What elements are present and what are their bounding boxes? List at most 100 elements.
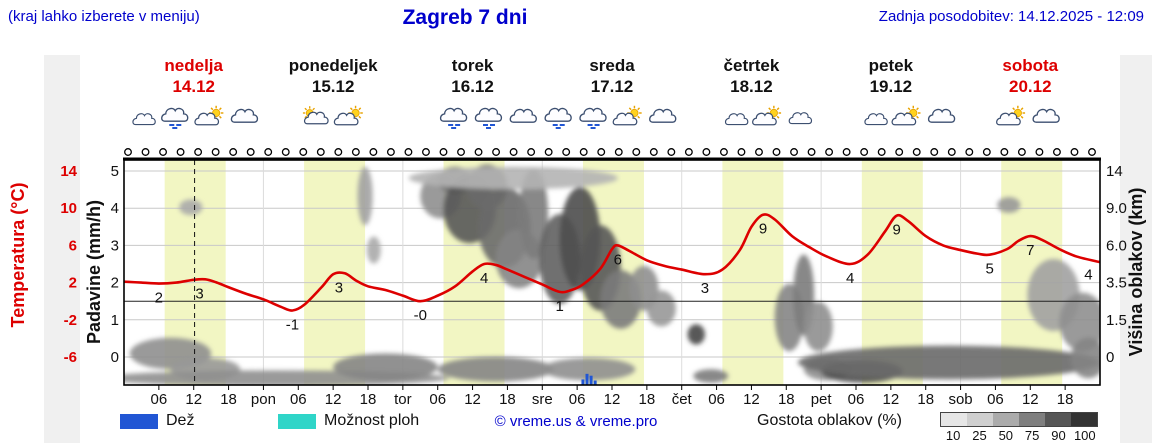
plot-frame bbox=[123, 159, 1101, 386]
weather-icon-cloud-rain bbox=[439, 107, 468, 129]
svg-text:3: 3 bbox=[195, 285, 203, 302]
svg-text:-0: -0 bbox=[414, 307, 427, 324]
svg-text:18: 18 bbox=[639, 391, 656, 408]
x-axis: 06 12 18 pon 06 12 18 tor 06 12 18 sre 06 12 18 čet 06 12… bbox=[151, 385, 1074, 408]
svg-text:9: 9 bbox=[759, 221, 767, 238]
svg-text:2: 2 bbox=[155, 290, 163, 307]
svg-text:4: 4 bbox=[480, 270, 488, 287]
svg-text:12: 12 bbox=[1022, 391, 1039, 408]
weather-icon-sun-cloud bbox=[194, 105, 224, 126]
weather-icon-moon bbox=[275, 111, 283, 125]
day-name: četrtek bbox=[724, 56, 780, 75]
cloud-density-labels: 10 25 50 75 90 100 bbox=[940, 428, 1098, 443]
weather-icon-moon bbox=[833, 111, 841, 125]
svg-text:pet: pet bbox=[811, 391, 833, 408]
svg-text:5: 5 bbox=[111, 163, 119, 180]
scale-segment bbox=[1071, 413, 1097, 426]
weather-icon-cloud bbox=[1032, 108, 1060, 123]
svg-text:06: 06 bbox=[708, 391, 725, 408]
weather-icon-sun-cloud bbox=[891, 105, 921, 126]
scale-segment bbox=[1019, 413, 1045, 426]
showers-label: Možnost ploh bbox=[324, 412, 420, 429]
showers-swatch bbox=[278, 414, 316, 429]
weather-icon-cloud bbox=[927, 108, 956, 123]
svg-text:čet: čet bbox=[672, 391, 693, 408]
day-name: sobota bbox=[1002, 56, 1058, 75]
scale-value: 75 bbox=[1024, 428, 1040, 443]
scale-value: 50 bbox=[998, 428, 1014, 443]
legend: Dež Možnost ploh © vreme.us & vreme.pro … bbox=[0, 408, 1152, 443]
svg-text:12: 12 bbox=[185, 391, 202, 408]
svg-text:9: 9 bbox=[892, 222, 900, 239]
svg-text:06: 06 bbox=[848, 391, 865, 408]
day-date: 16.12 bbox=[451, 77, 494, 96]
weather-icon-moon bbox=[415, 111, 423, 125]
svg-text:6: 6 bbox=[614, 251, 622, 268]
svg-text:0: 0 bbox=[111, 349, 119, 366]
marker-circles bbox=[124, 148, 1096, 156]
daylight-bands bbox=[164, 160, 1063, 385]
svg-text:tor: tor bbox=[394, 391, 412, 408]
day-date: 14.12 bbox=[172, 77, 215, 96]
scale-value: 10 bbox=[945, 428, 961, 443]
weather-icon-moon bbox=[973, 111, 980, 125]
day-date: 15.12 bbox=[312, 77, 355, 96]
scale-value: 90 bbox=[1051, 428, 1066, 443]
rain-swatch bbox=[120, 414, 158, 429]
scale-value: 25 bbox=[972, 428, 987, 443]
svg-text:5: 5 bbox=[985, 261, 993, 278]
copyright-link[interactable]: © vreme.us & vreme.pro bbox=[494, 413, 658, 430]
day-name: petek bbox=[869, 56, 914, 75]
svg-text:0: 0 bbox=[1106, 349, 1114, 366]
weather-icon-cloud bbox=[649, 108, 677, 123]
svg-text:12: 12 bbox=[464, 391, 481, 408]
weather-icon-cloud-rain bbox=[544, 107, 572, 129]
svg-text:3: 3 bbox=[701, 280, 709, 297]
weather-icon-sun-cloud bbox=[333, 105, 363, 126]
temperature-labels: 2 3 -1 3 -0 4 1 6 3 9 4 9 5 7 4 bbox=[155, 221, 1093, 334]
day-headers: nedelja 14.12 ponedeljek 15.12 torek 16.12 sre… bbox=[164, 56, 1058, 96]
svg-text:pon: pon bbox=[251, 391, 276, 408]
page-title: Zagreb 7 dni bbox=[402, 6, 528, 29]
weather-icon-moon bbox=[380, 111, 388, 125]
weather-icon-cloud-rain bbox=[474, 107, 503, 129]
svg-text:18: 18 bbox=[360, 391, 377, 408]
weather-icon-cloud-moon bbox=[788, 108, 813, 125]
day-date: 20.12 bbox=[1009, 77, 1052, 96]
svg-text:12: 12 bbox=[743, 391, 760, 408]
svg-text:sob: sob bbox=[948, 391, 972, 408]
svg-text:06: 06 bbox=[290, 391, 307, 408]
svg-text:18: 18 bbox=[778, 391, 795, 408]
weather-icon-cloud-rain bbox=[579, 107, 607, 129]
day-name: torek bbox=[452, 56, 494, 75]
weather-icon-moon-cloud bbox=[863, 107, 888, 126]
day-name: sreda bbox=[589, 56, 635, 75]
svg-text:18: 18 bbox=[220, 391, 237, 408]
weather-icon-sun-cloud bbox=[996, 105, 1026, 126]
weather-icon-moon-cloud bbox=[131, 107, 156, 126]
day-date: 17.12 bbox=[591, 77, 634, 96]
menu-hint: (kraj lahko izberete v meniju) bbox=[8, 8, 200, 25]
cloud-density-bar bbox=[940, 412, 1098, 427]
weather-icon-moon-cloud bbox=[724, 107, 749, 126]
weather-icon-sun-cloud bbox=[752, 105, 782, 126]
right-axis-gutter bbox=[1120, 55, 1152, 443]
svg-text:12: 12 bbox=[325, 391, 342, 408]
svg-text:1: 1 bbox=[111, 312, 119, 329]
rain-label: Dež bbox=[166, 412, 195, 429]
cloud-layer bbox=[124, 164, 1100, 385]
left-axis-gutter bbox=[44, 55, 80, 443]
weather-icons bbox=[131, 105, 1085, 129]
cloud-density-label: Gostota oblakov (%) bbox=[757, 412, 902, 429]
svg-text:18: 18 bbox=[917, 391, 934, 408]
svg-text:1: 1 bbox=[556, 298, 564, 315]
scale-value: 100 bbox=[1073, 428, 1096, 443]
day-name: nedelja bbox=[164, 56, 223, 75]
temperature-axis-title: Temperatura (°C) bbox=[8, 183, 28, 328]
gridlines bbox=[124, 160, 1100, 385]
svg-text:18: 18 bbox=[1057, 391, 1074, 408]
svg-text:06: 06 bbox=[987, 391, 1004, 408]
svg-text:3: 3 bbox=[111, 237, 119, 254]
scale-segment bbox=[967, 413, 993, 426]
scale-segment bbox=[1045, 413, 1071, 426]
